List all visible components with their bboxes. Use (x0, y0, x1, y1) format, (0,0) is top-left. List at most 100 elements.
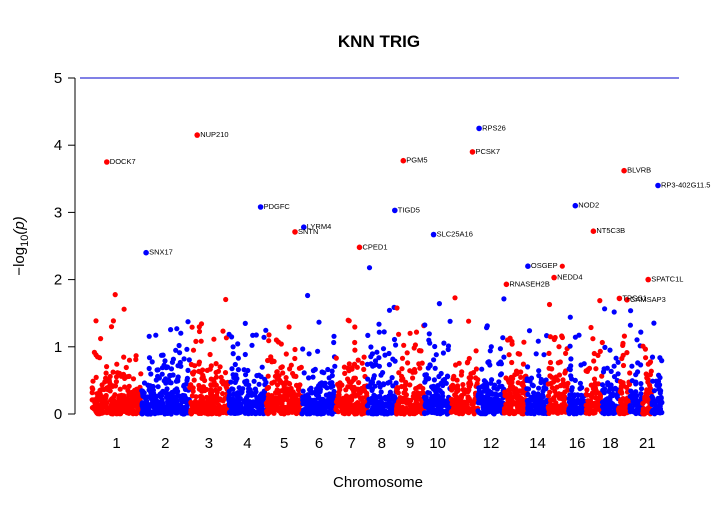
snp-point (449, 397, 455, 404)
snp-point (547, 359, 554, 366)
snp-point (592, 410, 598, 416)
snp-point (116, 403, 122, 409)
snp-point (247, 387, 253, 393)
top-hit-point (590, 228, 597, 234)
snp-point (153, 393, 160, 399)
snp-point (509, 376, 516, 382)
snp-point (376, 380, 382, 386)
x-tick-label: 4 (243, 435, 251, 452)
snp-point (377, 404, 383, 410)
snp-point (479, 366, 485, 372)
snp-point (497, 346, 503, 352)
snp-point (456, 411, 462, 417)
snp-point (394, 305, 400, 311)
snp-point (432, 343, 438, 350)
x-tick-label: 16 (569, 435, 586, 452)
snp-point (228, 379, 234, 385)
snp-point (346, 379, 352, 385)
snp-point (643, 355, 649, 361)
snp-point (336, 399, 342, 405)
snp-point (529, 409, 535, 415)
snp-point (284, 386, 290, 392)
snp-point (555, 360, 561, 366)
snp-point (521, 411, 527, 417)
snp-point (292, 355, 298, 362)
snp-point (492, 391, 498, 397)
snp-point (222, 370, 229, 376)
snp-point (309, 398, 316, 404)
top-hit-point (616, 295, 623, 302)
snp-point (315, 395, 321, 401)
snp-point (577, 386, 583, 392)
snp-point (114, 370, 121, 376)
snp-point (518, 402, 524, 408)
snp-point (657, 401, 663, 407)
snp-point (235, 341, 241, 347)
snp-point (254, 395, 260, 401)
snp-point (275, 390, 281, 396)
snp-point (599, 382, 606, 388)
snp-point (223, 296, 229, 303)
snp-point (418, 348, 424, 354)
snp-point (540, 378, 546, 385)
snp-point (215, 368, 222, 374)
gene-label: LYRM4 (307, 222, 331, 231)
snp-point (89, 405, 95, 411)
snp-point (402, 390, 408, 396)
snp-point (621, 333, 628, 339)
snp-point (552, 334, 558, 341)
snp-point (184, 346, 190, 352)
snp-point (537, 394, 543, 400)
snp-point (563, 350, 569, 356)
snp-point (217, 364, 223, 370)
snp-point (110, 369, 116, 375)
snp-point (256, 372, 262, 378)
snp-point (415, 384, 421, 390)
snp-point (168, 366, 175, 372)
snp-point (214, 389, 220, 395)
snp-point (183, 381, 189, 387)
snp-point (403, 379, 409, 385)
snp-point (101, 394, 107, 400)
snp-point (618, 397, 624, 403)
snp-point (181, 356, 187, 362)
snp-point (562, 389, 568, 395)
snp-point (305, 402, 311, 409)
y-axis-label-main: −log (11, 247, 28, 276)
snp-point (386, 350, 392, 357)
snp-point (441, 376, 448, 383)
snp-point (638, 381, 644, 387)
snp-point (317, 409, 323, 415)
snp-point (547, 334, 554, 340)
snp-point (110, 399, 116, 405)
snp-point (623, 406, 629, 412)
points-layer (89, 125, 665, 417)
snp-point (244, 406, 250, 412)
snp-point (218, 374, 224, 380)
top-hit-point (572, 202, 579, 209)
x-ticks: 1 2 3 4 5 6 7 8 9 10 12 14 16 18 21 (112, 435, 655, 452)
snp-point (535, 405, 541, 411)
snp-point (572, 334, 579, 340)
snp-point (247, 399, 253, 405)
snp-point (590, 336, 596, 342)
snp-point (422, 322, 428, 328)
snp-point (599, 373, 605, 379)
snp-point (213, 374, 219, 380)
snp-point (354, 401, 361, 407)
snp-point (620, 362, 627, 369)
snp-point (417, 365, 423, 371)
top-hit-point (400, 157, 407, 164)
snp-point (100, 410, 106, 416)
snp-point (376, 321, 382, 327)
snp-point (385, 380, 391, 386)
y-tick-label: 5 (54, 70, 62, 87)
snp-point (518, 388, 524, 394)
snp-point (151, 397, 157, 404)
snp-point (176, 342, 182, 349)
snp-point (607, 347, 613, 353)
snp-point (451, 373, 457, 379)
snp-point (505, 401, 511, 407)
snp-point (618, 387, 624, 393)
snp-point (193, 338, 199, 344)
